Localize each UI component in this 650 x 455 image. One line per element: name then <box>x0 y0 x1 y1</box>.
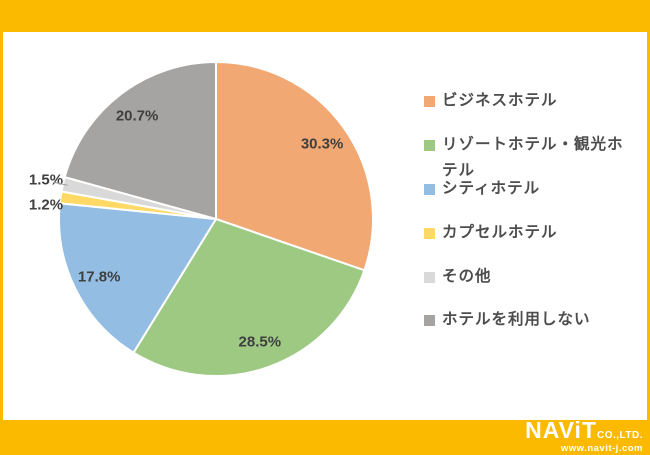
legend-label: ホテルを利用しない <box>442 311 591 328</box>
legend-marker-icon <box>424 96 435 107</box>
leader-line-4 <box>53 181 68 186</box>
logo-company-name: NAViT <box>525 416 597 443</box>
pie-slice-1 <box>132 218 366 377</box>
pie-slice-0 <box>215 61 374 272</box>
slice-label-4: 1.5% <box>29 171 63 188</box>
legend-label: シティホテル <box>442 180 541 197</box>
legend-item-4: その他 <box>424 264 642 290</box>
slice-label-0: 30.3% <box>301 135 344 152</box>
legend-item-5: ホテルを利用しない <box>424 307 642 333</box>
legend-marker-icon <box>424 184 435 195</box>
logo-wordmark: NAViTCO.,LTD. <box>525 416 643 443</box>
legend-item-2: シティホテル <box>424 176 642 202</box>
logo-company-suffix: CO.,LTD. <box>596 429 643 441</box>
legend-item-0: ビジネスホテル <box>424 88 642 114</box>
pie-slice-2 <box>58 202 217 354</box>
chart-legend: ビジネスホテルリゾートホテル・観光ホテル シティホテル カプセルホテル その他ホテルを… <box>424 0 642 455</box>
logo-website-url: www.navit-j.com <box>560 442 643 454</box>
right-yellow-border <box>647 0 650 455</box>
legend-item-3: カプセルホテル <box>424 220 642 246</box>
pie-slice-5 <box>63 61 217 220</box>
legend-label: リゾートホテル・観光ホテル <box>442 136 624 179</box>
navit-logo: NAViTCO.,LTD. www.navit-j.com <box>525 416 643 454</box>
legend-label: ビジネスホテル <box>442 92 558 109</box>
left-yellow-border <box>0 0 3 455</box>
slice-label-3: 1.2% <box>29 196 63 213</box>
slice-label-1: 28.5% <box>239 334 282 351</box>
legend-marker-icon <box>424 228 435 239</box>
legend-marker-icon <box>424 272 435 283</box>
legend-marker-icon <box>424 140 435 151</box>
legend-label: カプセルホテル <box>442 224 558 241</box>
legend-marker-icon <box>424 315 435 326</box>
slice-label-2: 17.8% <box>78 269 121 286</box>
bottom-yellow-band: NAViTCO.,LTD. www.navit-j.com <box>0 416 650 455</box>
slice-label-5: 20.7% <box>116 107 159 124</box>
top-yellow-band <box>0 0 650 32</box>
legend-item-1: リゾートホテル・観光ホテル <box>424 132 642 184</box>
legend-label: その他 <box>442 268 492 285</box>
